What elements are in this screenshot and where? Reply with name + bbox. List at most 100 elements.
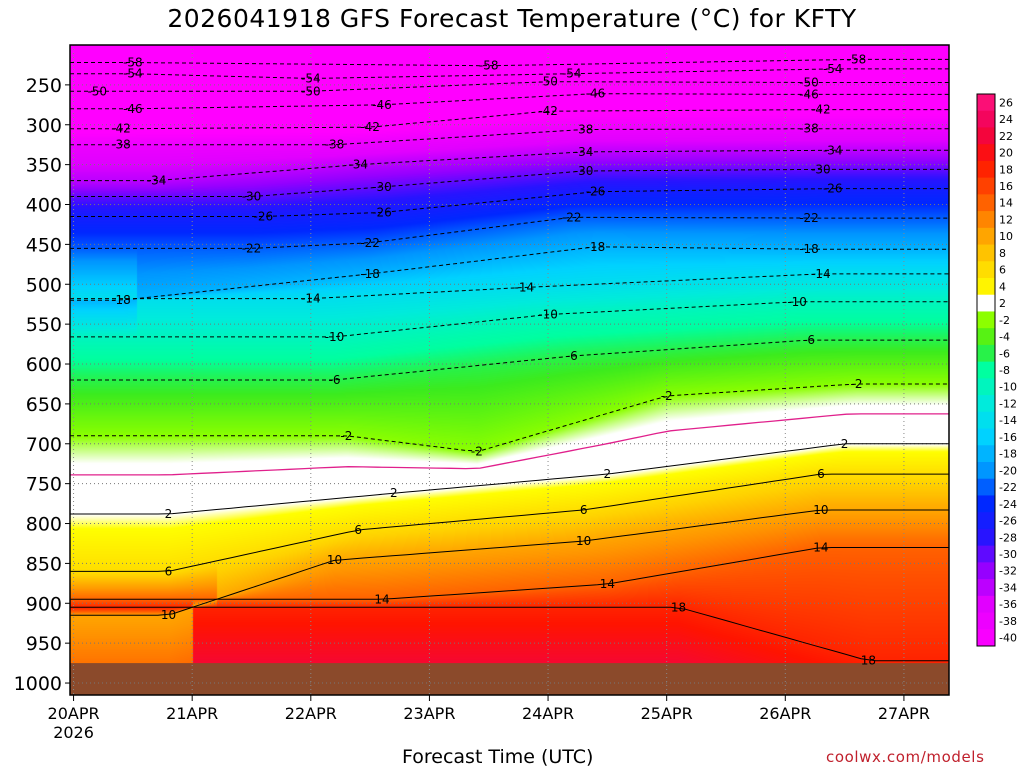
colorbar-label: 18 <box>999 163 1013 176</box>
y-tick-label: 600 <box>26 354 62 376</box>
colorbar-swatch <box>977 378 995 396</box>
contour-label: 2 <box>165 507 173 521</box>
contour-label: -14 <box>515 280 535 294</box>
contour-label: -38 <box>111 138 131 152</box>
colorbar-label: -32 <box>999 565 1017 578</box>
contour-label: -54 <box>301 71 321 85</box>
colorbar-frame <box>976 93 996 647</box>
x-tick-label: 27APR <box>878 704 930 723</box>
contour-label: -18 <box>799 242 819 256</box>
contour-label: -18 <box>586 240 606 254</box>
colorbar-label: -16 <box>999 431 1017 444</box>
contour-label: -14 <box>301 292 321 306</box>
x-tick-label: 24APR <box>522 704 574 723</box>
colorbar-swatch <box>977 261 995 279</box>
contour-label: -30 <box>242 190 262 204</box>
plot-frame <box>69 44 950 696</box>
colorbar-swatch <box>977 361 995 379</box>
credit-link[interactable]: coolwx.com/models <box>826 748 985 766</box>
contour-label: -26 <box>586 185 606 199</box>
colorbar-swatch <box>977 244 995 262</box>
contour-label: -58 <box>847 52 867 66</box>
y-tick-label: 950 <box>26 633 62 655</box>
contour-label: -2 <box>850 377 862 391</box>
y-tick-label: 750 <box>26 474 62 496</box>
colorbar-label: 16 <box>999 180 1013 193</box>
contour-line <box>70 246 949 301</box>
contour-label: 2 <box>390 486 398 500</box>
contour-label: 2 <box>841 437 849 451</box>
y-tick-label: 500 <box>26 274 62 296</box>
contour-label: -50 <box>301 84 321 98</box>
colorbar-label: -26 <box>999 515 1017 528</box>
colorbar-label: 20 <box>999 147 1013 160</box>
contour-label: -46 <box>372 98 392 112</box>
x-tick-label: 22APR <box>285 704 337 723</box>
colorbar-label: 10 <box>999 230 1013 243</box>
contour-label: -6 <box>566 349 578 363</box>
contour-label: 18 <box>671 600 686 614</box>
contour-label: 6 <box>580 503 588 517</box>
contour-label: 6 <box>817 467 825 481</box>
contour-line <box>70 606 949 662</box>
colorbar-label: -38 <box>999 615 1017 628</box>
colorbar-label: -28 <box>999 531 1017 544</box>
colorbar-label: -18 <box>999 448 1017 461</box>
contour-label: -22 <box>360 236 380 250</box>
colorbar-swatch <box>977 211 995 229</box>
colorbar-label: -40 <box>999 632 1017 645</box>
x-tick-label: 21APR <box>166 704 218 723</box>
colorbar-swatch <box>977 278 995 296</box>
colorbar-label: 14 <box>999 197 1013 210</box>
contour-label: -30 <box>811 162 831 176</box>
colorbar-swatch <box>977 227 995 246</box>
contour-label: -42 <box>811 103 831 117</box>
colorbar-swatch <box>977 462 995 480</box>
contour-label: -50 <box>799 75 819 89</box>
colorbar-swatch <box>977 562 995 580</box>
temperature-field <box>70 45 949 695</box>
freezing-line <box>70 413 949 476</box>
contour-label: -54 <box>123 67 143 81</box>
contour-label: -10 <box>325 330 345 344</box>
contour-label: -58 <box>123 56 143 70</box>
colorbar-label: 6 <box>999 264 1006 277</box>
colorbar-label: -36 <box>999 598 1017 611</box>
colorbar-swatch <box>977 94 995 112</box>
contour-label: -26 <box>823 182 843 196</box>
contour-label: -6 <box>329 373 341 387</box>
colorbar-label: -6 <box>999 347 1010 360</box>
x-tick-label: 26APR <box>759 704 811 723</box>
contour-label: -30 <box>372 180 392 194</box>
colorbar-swatch <box>977 194 995 212</box>
colorbar-label: -24 <box>999 498 1017 511</box>
y-tick-label: 450 <box>26 234 62 256</box>
colorbar-label: 2 <box>999 297 1006 310</box>
contour-label: -46 <box>799 87 819 101</box>
contour-label: 10 <box>161 608 176 622</box>
colorbar-swatch <box>977 127 995 145</box>
contour-label: 10 <box>576 534 591 548</box>
contour-line <box>70 547 949 600</box>
colorbar-swatch <box>977 545 995 563</box>
colorbar-swatch <box>977 144 995 162</box>
contour-label: -30 <box>574 164 594 178</box>
contour-line <box>70 383 949 452</box>
colorbar-swatch <box>977 328 995 346</box>
y-tick-label: 900 <box>26 593 62 615</box>
contour-label: -34 <box>147 174 167 188</box>
x-tick-label: 23APR <box>403 704 455 723</box>
contour-label: -58 <box>479 59 499 73</box>
colorbar-swatch <box>977 311 995 329</box>
colorbar-label: 8 <box>999 247 1006 260</box>
contour-label: -18 <box>111 293 131 307</box>
contour-label: -42 <box>538 104 558 118</box>
contour-label: -54 <box>823 62 843 76</box>
x-axis-label: Forecast Time (UTC) <box>402 746 594 768</box>
contour-label: -34 <box>823 143 843 157</box>
colorbar-label: -14 <box>999 414 1017 427</box>
contour-label: 14 <box>813 540 828 554</box>
contour-label: -42 <box>111 122 131 136</box>
y-tick-label: 700 <box>26 434 62 456</box>
